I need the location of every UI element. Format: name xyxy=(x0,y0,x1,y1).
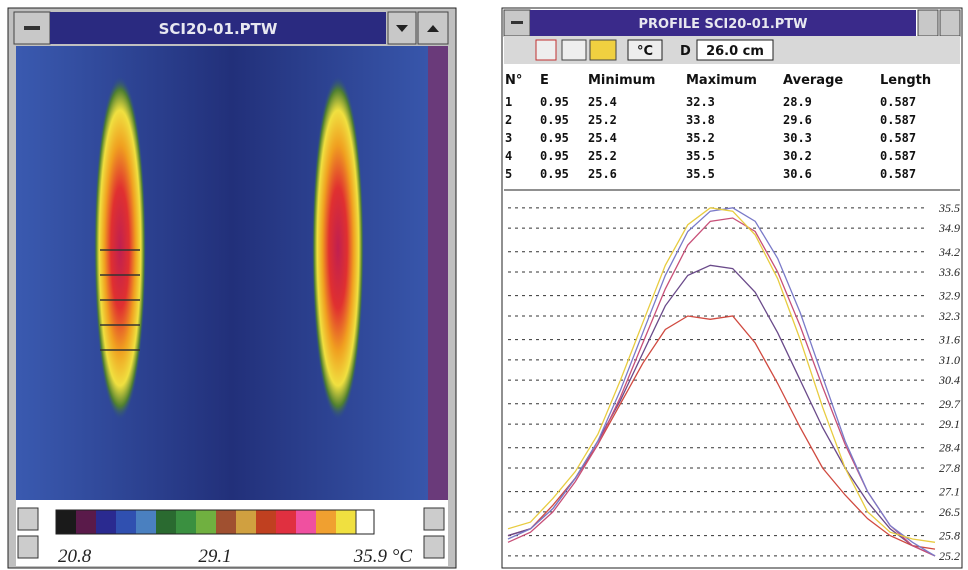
table-cell: 30.3 xyxy=(783,131,812,145)
scroll-button[interactable] xyxy=(18,508,38,530)
table-cell: 0.95 xyxy=(540,113,569,127)
y-tick-label: 32.9 xyxy=(938,289,960,303)
thermal-edge xyxy=(428,46,448,500)
y-tick-label: 27.8 xyxy=(939,461,960,475)
table-cell: 0.95 xyxy=(540,167,569,181)
maximize-button[interactable] xyxy=(940,10,960,36)
table-cell: 28.9 xyxy=(783,95,812,109)
table-cell: 5 xyxy=(505,167,512,181)
y-tick-label: 29.7 xyxy=(939,397,961,411)
profile-window: PROFILE SCI20-01.PTW °C D 26.0 cm N° E Min… xyxy=(502,8,962,568)
scroll-button[interactable] xyxy=(424,536,444,558)
y-tick-label: 25.2 xyxy=(939,549,960,563)
table-cell: 35.5 xyxy=(686,149,715,163)
y-tick-label: 32.3 xyxy=(938,309,960,323)
distance-label: D xyxy=(680,44,691,59)
column-header: E xyxy=(540,73,549,88)
toolbar-button[interactable] xyxy=(536,40,556,60)
table-cell: 25.2 xyxy=(588,113,617,127)
color-scale xyxy=(56,510,374,534)
screen: SCI20-01.PTW 20.8 29.1 xyxy=(0,0,968,570)
table-cell: 35.2 xyxy=(686,131,715,145)
y-tick-label: 34.2 xyxy=(938,245,960,259)
column-header: N° xyxy=(505,73,522,88)
thermal-image xyxy=(16,46,448,500)
column-header: Length xyxy=(880,73,931,88)
table-cell: 0.587 xyxy=(880,149,916,163)
column-header: Average xyxy=(783,73,843,88)
y-tick-label: 33.6 xyxy=(938,265,960,279)
scale-label: 35.9 °C xyxy=(353,546,413,567)
menu-icon xyxy=(511,21,523,24)
scroll-button[interactable] xyxy=(424,508,444,530)
scale-label: 29.1 xyxy=(198,546,231,567)
y-tick-label: 35.5 xyxy=(938,201,960,215)
window-title: SCI20-01.PTW xyxy=(159,20,278,38)
table-cell: 0.587 xyxy=(880,167,916,181)
table-cell: 25.4 xyxy=(588,95,617,109)
y-tick-label: 31.0 xyxy=(938,353,960,367)
table-cell: 33.8 xyxy=(686,113,715,127)
table-cell: 25.2 xyxy=(588,149,617,163)
toolbar-button[interactable] xyxy=(590,40,616,60)
scale-label: 20.8 xyxy=(58,546,92,567)
scroll-button[interactable] xyxy=(18,536,38,558)
y-tick-label: 26.5 xyxy=(939,505,960,519)
table-cell: 0.95 xyxy=(540,95,569,109)
table-cell: 0.95 xyxy=(540,149,569,163)
menu-icon xyxy=(24,26,40,30)
distance-value: 26.0 cm xyxy=(706,44,764,59)
table-cell: 0.587 xyxy=(880,95,916,109)
y-tick-label: 25.8 xyxy=(939,529,960,543)
table-cell: 0.587 xyxy=(880,113,916,127)
y-tick-label: 28.4 xyxy=(939,441,960,455)
table-cell: 29.6 xyxy=(783,113,812,127)
table-cell: 35.5 xyxy=(686,167,715,181)
unit-label: °C xyxy=(637,44,653,59)
window-title: PROFILE SCI20-01.PTW xyxy=(639,17,808,32)
column-header: Minimum xyxy=(588,73,655,88)
hot-spot xyxy=(312,76,364,420)
table-cell: 30.2 xyxy=(783,149,812,163)
y-tick-label: 27.1 xyxy=(939,485,960,499)
table-cell: 4 xyxy=(505,149,512,163)
y-tick-label: 31.6 xyxy=(938,333,960,347)
y-tick-label: 34.9 xyxy=(938,221,960,235)
table-cell: 25.4 xyxy=(588,131,617,145)
table-cell: 32.3 xyxy=(686,95,715,109)
table-cell: 0.587 xyxy=(880,131,916,145)
y-tick-label: 29.1 xyxy=(939,417,960,431)
table-cell: 30.6 xyxy=(783,167,812,181)
table-cell: 3 xyxy=(505,131,512,145)
hot-spot xyxy=(94,76,146,420)
minimize-button[interactable] xyxy=(918,10,938,36)
toolbar-button[interactable] xyxy=(562,40,586,60)
table-cell: 1 xyxy=(505,95,512,109)
table-cell: 25.6 xyxy=(588,167,617,181)
table-cell: 2 xyxy=(505,113,512,127)
column-header: Maximum xyxy=(686,73,757,88)
table-cell: 0.95 xyxy=(540,131,569,145)
y-tick-label: 30.4 xyxy=(938,373,960,387)
thermal-window: SCI20-01.PTW 20.8 29.1 xyxy=(8,8,456,568)
